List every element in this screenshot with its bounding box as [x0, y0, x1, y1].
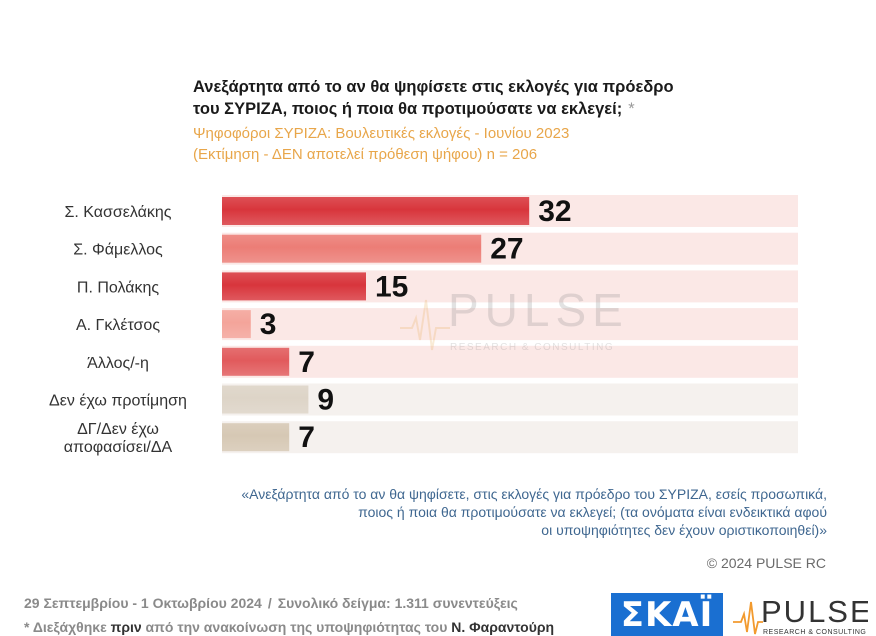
category-label: Π. Πολάκης	[77, 279, 160, 296]
data-label: 32	[538, 195, 571, 228]
pulse-logo-text: PULSE	[761, 594, 868, 629]
data-label: 3	[260, 308, 277, 341]
bar	[222, 310, 251, 338]
pulse-logo-small-text: RESEARCH & CONSULTING	[763, 629, 866, 636]
bar	[222, 272, 366, 300]
data-label: 27	[490, 233, 523, 266]
survey-dates-line: 29 Σεπτεμβρίου - 1 Οκτωβρίου 2024 / Συνολι…	[24, 595, 518, 611]
watermark-big-text: PULSE	[448, 284, 629, 336]
chart-subtitle-line-2: (Εκτίμηση - ΔΕΝ αποτελεί πρόθεση ψήφου) …	[193, 144, 753, 165]
bar	[222, 197, 529, 225]
chart-subtitle-line-1: Ψηφοφόροι ΣΥΡΙΖΑ: Βουλευτικές εκλογές - …	[193, 123, 753, 144]
question-footnote: «Ανεξάρτητα από το αν θα ψηφίσετε, στις …	[200, 485, 827, 539]
dates-separator: /	[268, 595, 272, 611]
bar	[222, 235, 481, 263]
survey-note: * Διεξάχθηκε πριν από την ανακοίνωση της…	[24, 619, 554, 635]
watermark-small-text: RESEARCH & CONSULTING	[450, 342, 614, 353]
bar	[222, 386, 308, 414]
category-label: Α. Γκλέτσος	[76, 317, 160, 334]
chart-title: Ανεξάρτητα από το αν θα ψηφίσετε στις εκ…	[193, 76, 753, 120]
footnote-line-2: ποιος ή ποια θα προτιμούσατε να εκλεγεί;…	[200, 503, 827, 521]
chart-title-line-1: Ανεξάρτητα από το αν θα ψηφίσετε στις εκ…	[193, 76, 753, 98]
category-label: Δεν έχω προτίμηση	[49, 393, 187, 410]
pulse-watermark-logo: PULSE RESEARCH & CONSULTING	[400, 280, 630, 360]
chart-title-line-2: του ΣΥΡΙΖΑ, ποιος ή ποια θα προτιμούσατε…	[193, 98, 753, 120]
bar	[222, 423, 289, 451]
chart-title-text-2: του ΣΥΡΙΖΑ, ποιος ή ποια θα προτιμούσατε…	[193, 100, 622, 118]
sample-size: Συνολικό δείγμα: 1.311 συνεντεύξεις	[278, 595, 518, 611]
title-asterisk: *	[628, 100, 634, 118]
data-label: 7	[298, 421, 315, 454]
note-part-2: πριν	[111, 619, 142, 635]
category-label: Σ. Κασσελάκης	[64, 204, 171, 221]
bar	[222, 348, 289, 376]
data-label: 9	[317, 384, 334, 417]
category-label: Σ. Φάμελλος	[73, 242, 163, 259]
category-label: Άλλος/-η	[87, 355, 149, 372]
note-part-1: * Διεξάχθηκε	[24, 619, 111, 635]
category-label: ΔΓ/Δεν έχωαποφασίσει/ΔΑ	[64, 421, 173, 456]
note-part-3: από την ανακοίνωση της υποψηφιότητας του	[142, 619, 452, 635]
data-label: 7	[298, 346, 315, 379]
pulse-logo: PULSE RESEARCH & CONSULTING	[733, 592, 868, 636]
footnote-line-1: «Ανεξάρτητα από το αν θα ψηφίσετε, στις …	[200, 485, 827, 503]
copyright-text: © 2024 PULSE RC	[707, 555, 826, 571]
skai-logo: ΣΚΑΪ	[611, 593, 723, 636]
note-part-4: Ν. Φαραντούρη	[451, 619, 554, 635]
chart-subtitle: Ψηφοφόροι ΣΥΡΙΖΑ: Βουλευτικές εκλογές - …	[193, 123, 753, 165]
footnote-line-3: οι υποψηφιότητες δεν έχουν οριστικοποιηθ…	[200, 521, 827, 539]
survey-dates: 29 Σεπτεμβρίου - 1 Οκτωβρίου 2024	[24, 595, 262, 611]
